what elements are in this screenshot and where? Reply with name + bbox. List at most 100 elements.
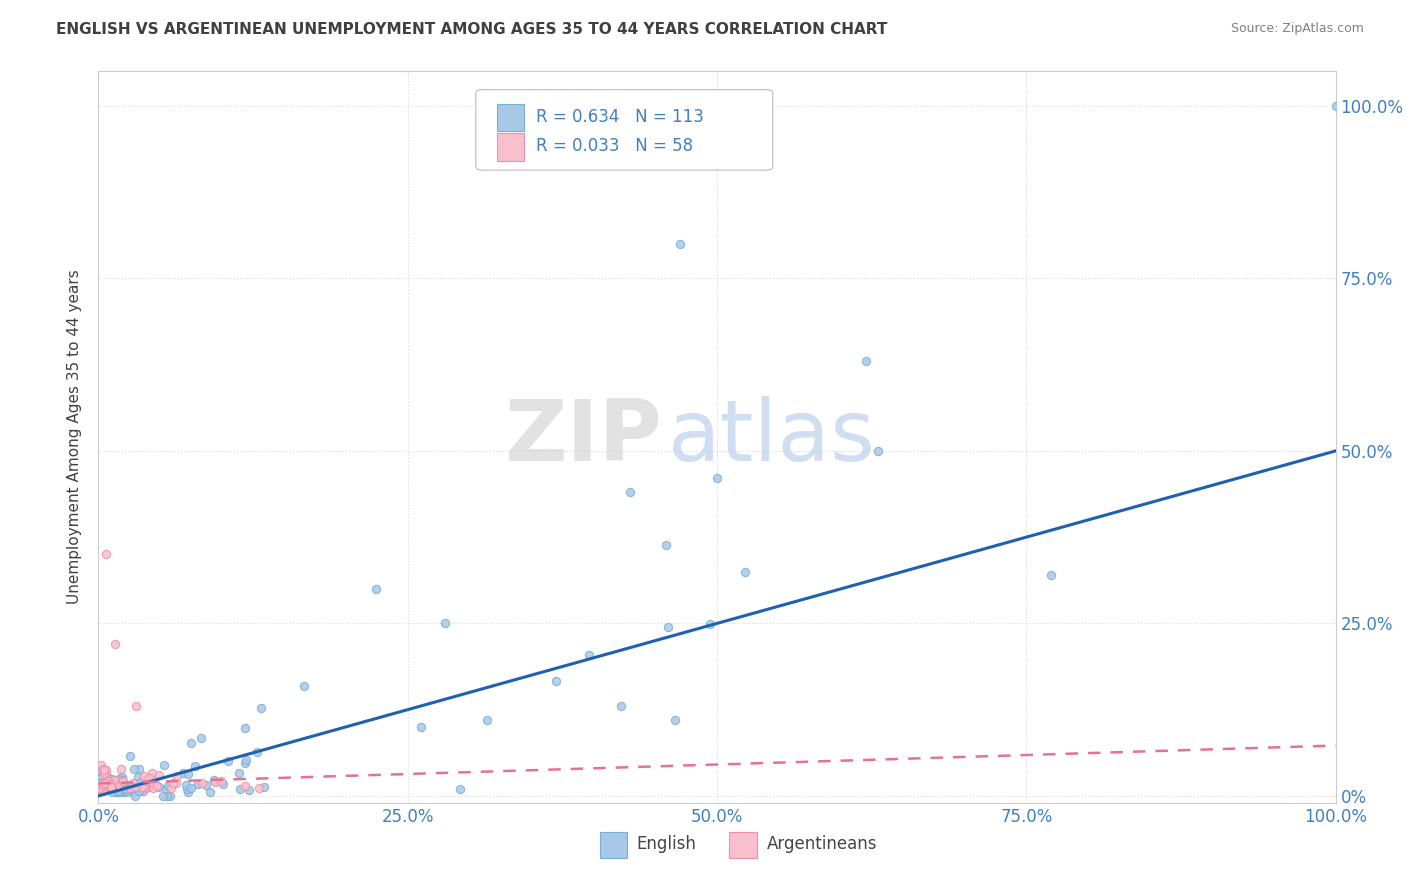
Point (97, 779, 120, 793)
Point (657, 620, 679, 634)
Point (104, 774, 127, 789)
Point (233, 780, 256, 794)
Point (103, 777, 125, 791)
Point (89, 780, 111, 794)
Point (94, 548, 117, 562)
Point (145, 780, 167, 794)
Point (209, 774, 232, 789)
Point (105, 779, 128, 793)
Point (578, 648, 600, 662)
Point (107, 780, 129, 794)
Point (112, 784, 135, 798)
Point (122, 776, 145, 790)
Point (100, 780, 122, 795)
Text: ENGLISH VS ARGENTINEAN UNEMPLOYMENT AMONG AGES 35 TO 44 YEARS CORRELATION CHART: ENGLISH VS ARGENTINEAN UNEMPLOYMENT AMON… (56, 22, 887, 37)
Point (669, 236, 692, 251)
Point (138, 771, 160, 785)
Point (98, 781, 121, 796)
Point (191, 776, 214, 790)
Point (129, 775, 152, 789)
Point (134, 780, 156, 795)
Point (141, 765, 163, 780)
Point (139, 777, 162, 791)
Point (292, 679, 315, 693)
Point (475, 713, 498, 727)
Point (138, 780, 160, 794)
Text: Argentineans: Argentineans (766, 836, 877, 854)
Point (128, 762, 150, 776)
Point (96, 780, 118, 794)
Point (131, 780, 153, 794)
Text: R = 0.634   N = 113: R = 0.634 N = 113 (537, 108, 704, 126)
Point (135, 775, 157, 789)
Point (94, 771, 117, 785)
Point (100, 780, 122, 795)
Point (664, 714, 686, 728)
Point (176, 778, 198, 792)
Point (409, 720, 432, 734)
Point (90, 771, 112, 785)
Point (97, 774, 120, 789)
FancyBboxPatch shape (599, 832, 627, 858)
Point (115, 785, 138, 799)
Point (120, 781, 142, 796)
Point (148, 780, 170, 795)
Point (619, 485, 641, 500)
Point (156, 789, 179, 803)
Point (449, 782, 471, 797)
Point (96, 774, 118, 789)
Point (115, 778, 138, 792)
Point (124, 780, 146, 795)
Point (93, 777, 115, 791)
Point (238, 782, 260, 797)
Point (110, 762, 132, 776)
Point (93, 783, 115, 797)
Point (97, 774, 120, 789)
Point (90, 780, 112, 795)
Point (127, 770, 149, 784)
Point (211, 777, 233, 791)
Point (706, 471, 728, 485)
Point (93, 764, 115, 778)
Point (98, 777, 121, 791)
Point (105, 777, 128, 791)
Point (121, 780, 143, 795)
Point (104, 784, 127, 798)
Point (89, 776, 111, 790)
Point (112, 782, 135, 797)
Point (122, 763, 145, 777)
Point (152, 789, 174, 803)
Point (104, 779, 127, 793)
Point (107, 784, 129, 798)
Point (118, 748, 141, 763)
Point (142, 780, 165, 795)
Point (233, 721, 256, 735)
Point (159, 789, 181, 803)
Point (91, 779, 114, 793)
Point (110, 772, 132, 786)
Point (217, 754, 239, 768)
Point (135, 780, 157, 795)
Point (655, 539, 678, 553)
Point (433, 616, 456, 631)
Point (91, 783, 114, 797)
Point (93, 775, 115, 789)
Point (103, 773, 125, 788)
Point (100, 780, 122, 794)
Point (153, 757, 176, 772)
Point (172, 765, 194, 780)
Point (96, 780, 118, 794)
FancyBboxPatch shape (475, 90, 773, 170)
Point (107, 773, 129, 788)
Point (96, 776, 118, 790)
Point (89, 776, 111, 790)
Point (115, 782, 138, 797)
Point (107, 785, 129, 799)
Point (89, 780, 111, 795)
Point (162, 776, 184, 790)
Point (176, 785, 198, 799)
Point (90, 776, 112, 790)
Point (131, 784, 153, 798)
Point (93, 765, 115, 780)
Point (87, 764, 110, 778)
